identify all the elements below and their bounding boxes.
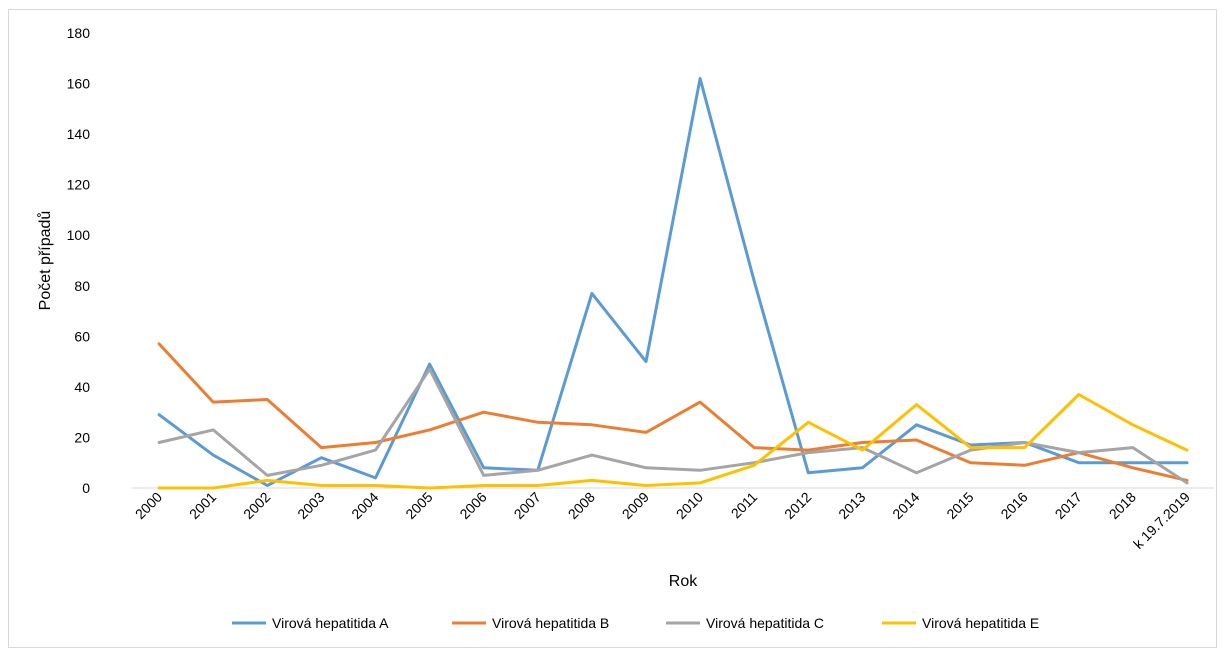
x-tick-label: k 19.7.2019 bbox=[1130, 489, 1193, 552]
legend-item: Virová hepatitida C bbox=[666, 615, 824, 631]
x-tick-label: 2005 bbox=[402, 489, 435, 522]
y-tick-label: 140 bbox=[67, 126, 91, 142]
legend-label: Virová hepatitida B bbox=[492, 615, 609, 631]
x-tick-label: 2014 bbox=[889, 489, 922, 522]
y-tick-label: 40 bbox=[74, 379, 90, 395]
x-tick-label: 2001 bbox=[186, 489, 219, 522]
legend-label: Virová hepatitida A bbox=[272, 615, 389, 631]
series-line-4 bbox=[157, 393, 1189, 490]
legend: Virová hepatitida A Virová hepatitida B Vi… bbox=[232, 615, 1039, 631]
legend-item: Virová hepatitida A bbox=[232, 615, 389, 631]
x-tick-label: 2000 bbox=[132, 489, 165, 522]
legend-label: Virová hepatitida C bbox=[706, 615, 824, 631]
x-tick-label: 2016 bbox=[997, 489, 1030, 522]
x-axis-title: Rok bbox=[669, 573, 698, 590]
x-tick-label: 2003 bbox=[294, 489, 327, 522]
y-tick-label: 180 bbox=[67, 25, 91, 41]
x-tick-label: 2012 bbox=[781, 489, 814, 522]
y-axis-ticks: 0 20 40 60 80 100 120 140 160 180 bbox=[67, 25, 91, 496]
y-tick-label: 100 bbox=[67, 227, 91, 243]
x-tick-label: 2008 bbox=[565, 489, 598, 522]
legend-item: Virová hepatitida B bbox=[452, 615, 609, 631]
x-tick-label: 2004 bbox=[348, 489, 381, 522]
x-axis-ticks: 2000 2001 2002 2003 2004 2005 2006 2007 2008 2009… bbox=[132, 489, 1193, 552]
series-line-2 bbox=[157, 342, 1189, 482]
x-tick-label: 2011 bbox=[728, 489, 761, 522]
y-tick-label: 0 bbox=[82, 480, 90, 496]
y-tick-label: 80 bbox=[74, 278, 90, 294]
y-axis-title: Počet případů bbox=[36, 211, 54, 311]
series-line-3 bbox=[157, 367, 1189, 485]
x-tick-label: 2009 bbox=[619, 489, 652, 522]
series-line-1 bbox=[157, 77, 1189, 487]
y-tick-label: 160 bbox=[67, 76, 91, 92]
legend-item: Virová hepatitida E bbox=[882, 615, 1039, 631]
x-tick-label: 2013 bbox=[835, 489, 868, 522]
series-lines bbox=[157, 77, 1189, 490]
x-tick-label: 2010 bbox=[673, 489, 706, 522]
y-tick-label: 120 bbox=[67, 177, 91, 193]
x-tick-label: 2017 bbox=[1052, 489, 1085, 522]
chart-frame bbox=[8, 9, 1217, 648]
legend-label: Virová hepatitida E bbox=[922, 615, 1039, 631]
y-tick-label: 60 bbox=[74, 328, 90, 344]
x-tick-label: 2007 bbox=[511, 489, 544, 522]
y-tick-label: 20 bbox=[74, 429, 90, 445]
x-tick-label: 2018 bbox=[1106, 489, 1139, 522]
x-tick-label: 2015 bbox=[943, 489, 976, 522]
x-tick-label: 2006 bbox=[456, 489, 489, 522]
x-tick-label: 2002 bbox=[240, 489, 273, 522]
